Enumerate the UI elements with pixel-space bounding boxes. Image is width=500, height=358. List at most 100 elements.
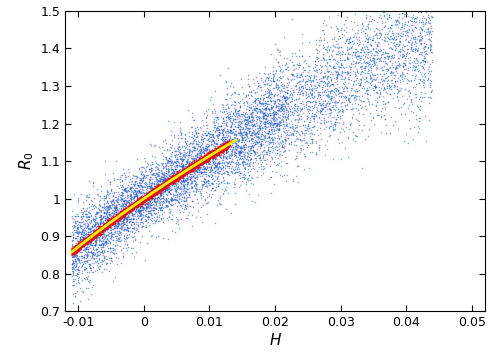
Point bbox=[100, 240, 108, 246]
Point bbox=[174, 172, 182, 178]
Point bbox=[118, 211, 126, 217]
Point bbox=[270, 120, 278, 126]
Point bbox=[275, 96, 283, 102]
Point bbox=[74, 267, 82, 273]
Point bbox=[245, 122, 253, 128]
Point bbox=[154, 182, 162, 188]
Point bbox=[135, 200, 143, 205]
Point bbox=[317, 117, 325, 123]
Point bbox=[90, 216, 98, 222]
Point bbox=[110, 216, 118, 222]
Point bbox=[92, 255, 100, 261]
Point bbox=[196, 160, 204, 166]
Point bbox=[370, 115, 378, 121]
Point bbox=[196, 160, 203, 166]
Point bbox=[78, 242, 86, 247]
Point bbox=[205, 152, 213, 158]
Point bbox=[125, 219, 133, 224]
Point bbox=[146, 169, 154, 174]
Point bbox=[120, 212, 128, 218]
Point bbox=[254, 139, 262, 145]
Point bbox=[105, 222, 113, 228]
Point bbox=[370, 76, 378, 82]
Point bbox=[213, 149, 221, 155]
Point bbox=[174, 204, 182, 209]
Point bbox=[146, 163, 154, 168]
Point bbox=[230, 90, 238, 95]
Point bbox=[184, 152, 192, 158]
Point bbox=[244, 120, 252, 126]
Point bbox=[218, 127, 226, 133]
Point bbox=[146, 189, 154, 195]
Point bbox=[118, 216, 126, 221]
Point bbox=[189, 158, 197, 163]
Point bbox=[203, 156, 211, 162]
Point bbox=[217, 147, 225, 153]
Point bbox=[131, 211, 139, 216]
Point bbox=[95, 228, 103, 233]
Point bbox=[120, 224, 128, 230]
Point bbox=[120, 205, 128, 211]
Point bbox=[91, 233, 99, 239]
Point bbox=[118, 202, 126, 208]
Point bbox=[280, 105, 288, 110]
Point bbox=[129, 216, 137, 222]
Point bbox=[104, 222, 112, 227]
Point bbox=[170, 180, 178, 185]
Point bbox=[356, 97, 364, 103]
Point bbox=[204, 167, 212, 173]
Point bbox=[163, 180, 171, 186]
Point bbox=[354, 54, 362, 59]
Point bbox=[152, 187, 160, 193]
Point bbox=[147, 200, 155, 206]
Point bbox=[122, 209, 130, 215]
Point bbox=[68, 232, 76, 238]
Point bbox=[172, 174, 180, 180]
Point bbox=[176, 129, 184, 135]
Point bbox=[86, 234, 94, 240]
Point bbox=[373, 65, 381, 71]
Point bbox=[246, 137, 254, 143]
Point bbox=[406, 60, 414, 66]
Point bbox=[398, 54, 406, 59]
Point bbox=[172, 173, 180, 179]
Point bbox=[306, 119, 314, 125]
Point bbox=[172, 174, 180, 179]
Point bbox=[248, 132, 256, 138]
Point bbox=[224, 143, 232, 149]
Point bbox=[122, 207, 130, 213]
Point bbox=[362, 74, 370, 80]
Point bbox=[131, 208, 139, 214]
Point bbox=[96, 232, 104, 237]
Point bbox=[222, 145, 230, 151]
Point bbox=[199, 156, 207, 162]
Point bbox=[176, 156, 184, 162]
Point bbox=[120, 227, 128, 233]
Point bbox=[142, 205, 150, 211]
Point bbox=[215, 148, 223, 154]
Point bbox=[180, 166, 188, 172]
Point bbox=[100, 222, 108, 228]
Point bbox=[397, 30, 405, 36]
Point bbox=[138, 169, 145, 175]
Point bbox=[116, 210, 124, 216]
Point bbox=[75, 242, 83, 248]
Point bbox=[187, 161, 195, 167]
Point bbox=[224, 141, 232, 147]
Point bbox=[236, 156, 244, 161]
Point bbox=[92, 227, 100, 232]
Point bbox=[252, 134, 260, 139]
Point bbox=[196, 146, 204, 152]
Point bbox=[285, 95, 293, 100]
Point bbox=[84, 222, 92, 228]
Point bbox=[220, 144, 228, 150]
Point bbox=[109, 218, 117, 223]
Point bbox=[80, 240, 88, 246]
Point bbox=[84, 235, 92, 241]
Point bbox=[138, 195, 146, 201]
Point bbox=[75, 241, 83, 247]
Point bbox=[260, 139, 268, 145]
Point bbox=[85, 232, 93, 238]
Point bbox=[80, 241, 88, 246]
Point bbox=[173, 159, 181, 164]
